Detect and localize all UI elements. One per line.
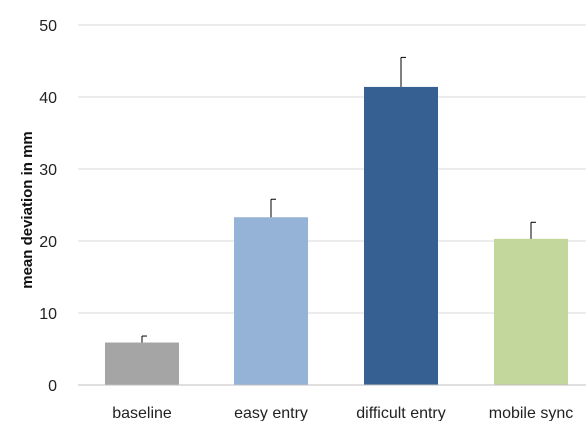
error-bars (141, 56, 536, 343)
y-tick-label-20: 20 (39, 234, 57, 251)
y-tick-label-0: 0 (48, 378, 57, 395)
y-axis-label: mean deviation in mm (19, 131, 36, 289)
x-tick-label-mobile-sync: mobile sync (489, 405, 573, 421)
bar-difficult-entry (364, 86, 438, 386)
x-axis-labels: baseline easy entry difficult entry mobile … (112, 405, 573, 421)
x-tick-label-easy-entry: easy entry (234, 405, 308, 421)
y-tick-label-40: 40 (39, 90, 57, 107)
bar-baseline (105, 342, 179, 385)
y-tick-label-10: 10 (39, 306, 57, 323)
y-axis-ticks: 0 10 20 30 40 50 (39, 18, 57, 395)
x-tick-label-difficult-entry: difficult entry (356, 405, 446, 421)
y-tick-label-30: 30 (39, 162, 57, 179)
bars (105, 86, 568, 386)
bar-mobile-sync (494, 238, 568, 385)
bar-easy-entry (234, 217, 308, 385)
x-tick-label-baseline: baseline (112, 405, 172, 421)
y-tick-label-50: 50 (39, 18, 57, 35)
